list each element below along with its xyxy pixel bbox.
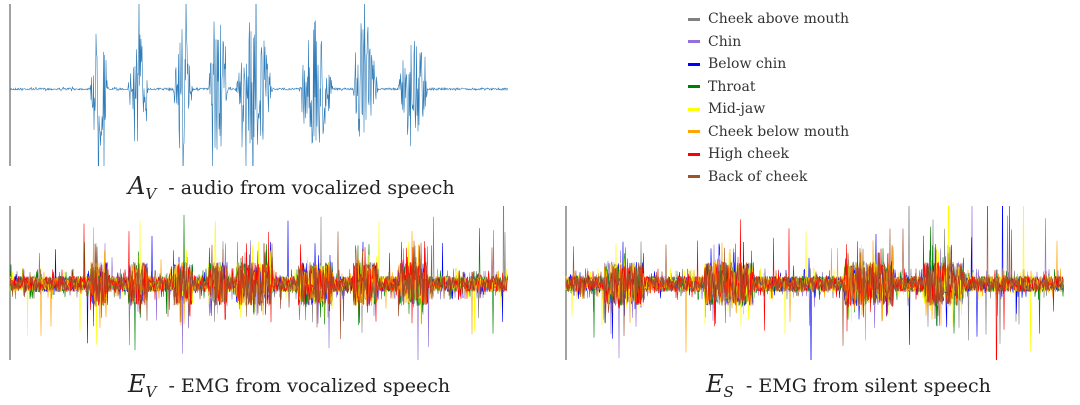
legend-item: Cheek below mouth	[688, 121, 849, 144]
legend-swatch	[688, 17, 700, 21]
emg-channel-back-of-cheek	[9, 231, 508, 340]
legend-swatch	[688, 40, 700, 44]
emg-silent-caption: ES - EMG from silent speech	[706, 370, 991, 401]
legend-swatch	[688, 107, 700, 111]
legend: Cheek above mouth Chin Below chin Throat Mid…	[688, 8, 849, 188]
legend-item: Chin	[688, 31, 849, 54]
emg-channel-high-cheek	[565, 219, 1064, 360]
audio-waveform	[9, 4, 508, 166]
emg-vocalized-plot	[9, 206, 508, 360]
audio-subscript: V	[145, 185, 157, 203]
emg-channel-back-of-cheek	[565, 206, 1064, 346]
legend-swatch	[688, 85, 700, 89]
audio-waveform-plot	[9, 4, 508, 166]
legend-item: Back of cheek	[688, 166, 849, 189]
es-caption-text: - EMG from silent speech	[745, 375, 991, 397]
legend-label: Cheek below mouth	[708, 123, 850, 140]
emg-silent-plot	[565, 206, 1064, 360]
legend-item: Cheek above mouth	[688, 8, 849, 31]
legend-swatch	[688, 62, 700, 66]
legend-item: Mid-jaw	[688, 98, 849, 121]
legend-item: High cheek	[688, 143, 849, 166]
legend-swatch	[688, 175, 700, 179]
legend-label: Chin	[708, 33, 742, 50]
ev-caption-text: - EMG from vocalized speech	[168, 375, 451, 397]
legend-label: Mid-jaw	[708, 101, 766, 118]
legend-swatch	[688, 152, 700, 156]
audio-symbol: A	[128, 172, 146, 200]
legend-label: Back of cheek	[708, 168, 808, 185]
emg-vocalized-caption: EV - EMG from vocalized speech	[128, 370, 450, 401]
es-subscript: S	[723, 383, 734, 401]
legend-label: Below chin	[708, 56, 787, 73]
legend-label: Throat	[708, 78, 756, 95]
legend-item: Below chin	[688, 53, 849, 76]
legend-label: High cheek	[708, 146, 790, 163]
audio-caption-text: - audio from vocalized speech	[168, 177, 455, 199]
legend-item: Throat	[688, 76, 849, 99]
legend-label: Cheek above mouth	[708, 11, 849, 28]
ev-symbol: E	[128, 370, 146, 398]
ev-subscript: V	[145, 383, 157, 401]
audio-caption: AV - audio from vocalized speech	[128, 172, 455, 203]
legend-swatch	[688, 130, 700, 134]
es-symbol: E	[706, 370, 724, 398]
